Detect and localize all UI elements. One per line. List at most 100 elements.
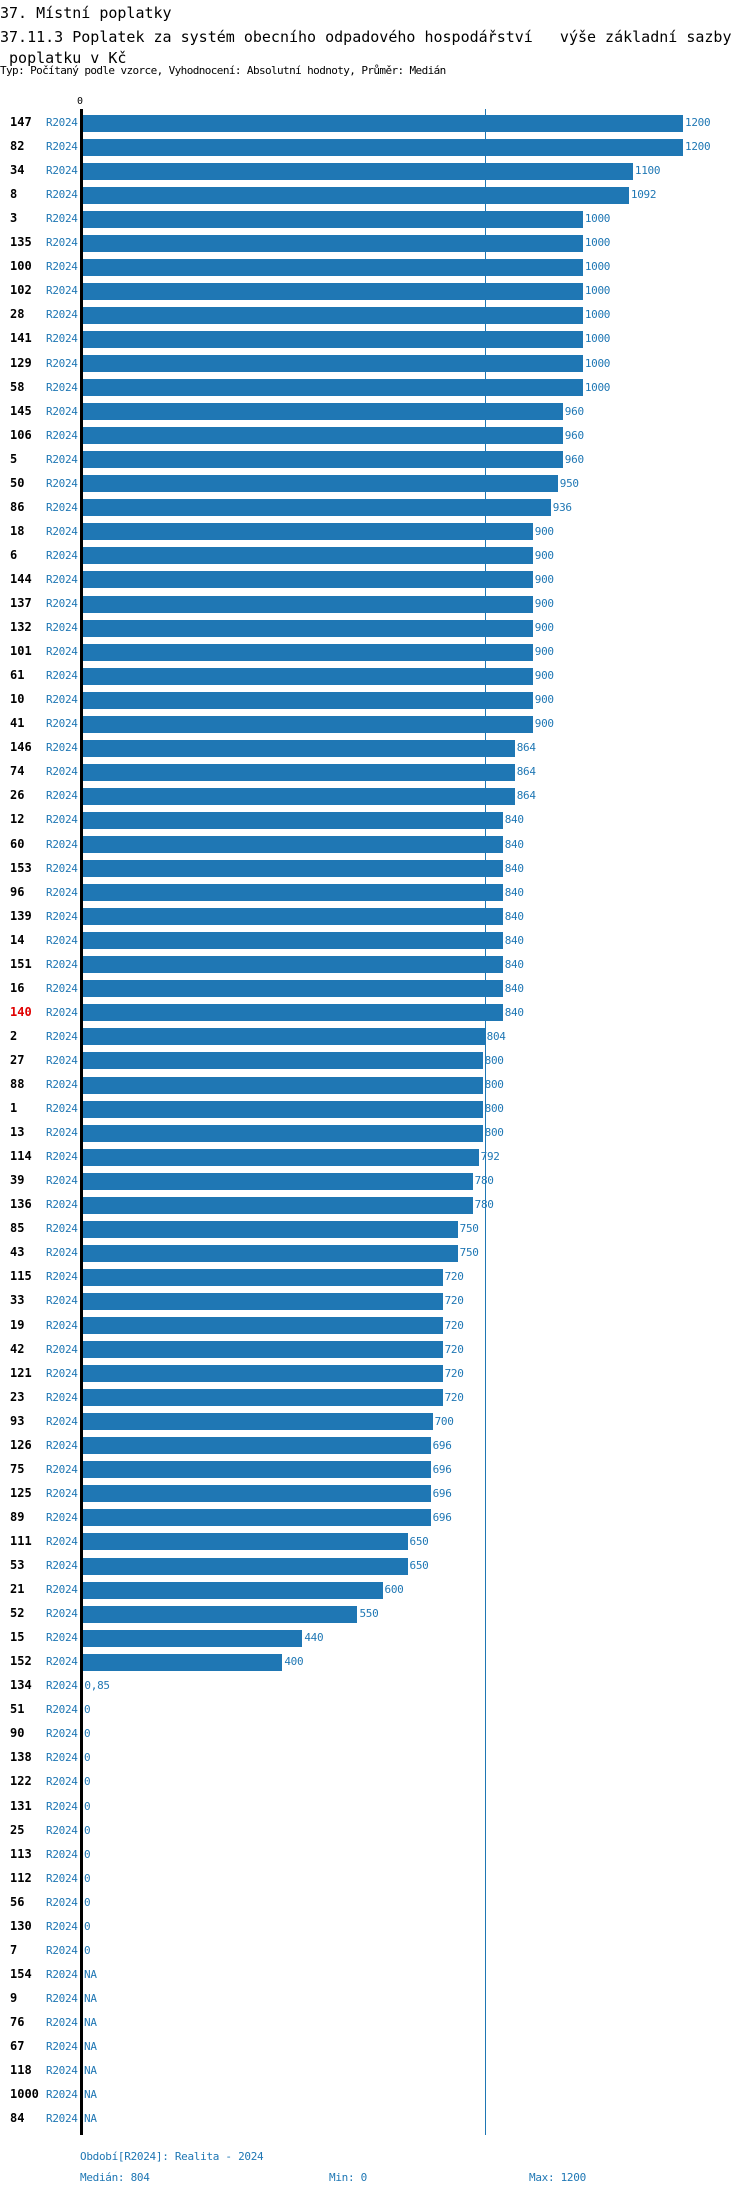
row-id-label: 34	[10, 163, 25, 178]
bar	[82, 1268, 443, 1286]
bar-value-label: 800	[484, 1078, 504, 1091]
row-period-label: R2024	[46, 476, 78, 490]
row-id-label: 96	[10, 884, 25, 899]
bar-value-label: 696	[432, 1462, 452, 1476]
row-id-label: 126	[10, 1437, 32, 1452]
bar-value-label: 840	[504, 861, 524, 875]
row-id-label: 113	[10, 1846, 32, 1861]
row-period-label: R2024	[46, 1462, 78, 1476]
bar-value-label: 1000	[584, 380, 611, 394]
bar	[82, 114, 683, 132]
row-id-label: 15	[10, 1630, 25, 1645]
bar	[82, 1485, 431, 1503]
row-period-label: R2024	[46, 1102, 78, 1116]
row-id-label: 74	[10, 764, 25, 779]
row-period-label: R2024	[46, 380, 78, 394]
row-id-label: 111	[10, 1533, 32, 1548]
median-stat: Medián: 804	[80, 2171, 150, 2184]
row-id-label: 140	[10, 1004, 32, 1019]
row-id-label: 136	[10, 1197, 32, 1212]
bar-value-label: 650	[409, 1534, 429, 1548]
bar-value-label: 696	[432, 1438, 452, 1452]
row-id-label: 23	[10, 1389, 25, 1404]
row-id-label: 52	[10, 1606, 25, 1621]
bar	[82, 1100, 483, 1118]
row-id-label: 145	[10, 403, 32, 418]
bar-value-label: 0	[84, 1703, 91, 1717]
bar-value-label: 780	[474, 1174, 494, 1188]
row-id-label: 10	[10, 692, 25, 707]
row-id-label: 3	[10, 211, 18, 226]
row-period-label: R2024	[46, 717, 78, 731]
row-id-label: 5	[10, 451, 18, 466]
bar-value-label: 840	[504, 981, 524, 995]
bar-value-label: 960	[564, 452, 584, 466]
row-period-label: R2024	[46, 1246, 78, 1260]
row-id-label: 132	[10, 620, 32, 635]
bar-value-label: 720	[444, 1342, 464, 1356]
bar	[82, 932, 503, 950]
bar-value-label: 1200	[685, 116, 711, 129]
bar	[82, 451, 563, 469]
bar	[82, 427, 563, 445]
row-period-label: R2024	[46, 1438, 78, 1452]
row-id-label: 28	[10, 307, 25, 322]
axis-zero-label: 0	[77, 96, 84, 107]
bar-value-label: 720	[444, 1318, 464, 1332]
bar	[82, 1629, 303, 1647]
row-id-label: 144	[10, 571, 32, 586]
row-period-label: R2024	[46, 1270, 78, 1284]
row-id-label: 27	[10, 1052, 25, 1067]
bar	[82, 643, 533, 661]
row-period-label: R2024	[46, 1294, 78, 1308]
chart-title-cont: poplatku v Kč	[0, 49, 127, 67]
bar-value-label: 900	[534, 669, 554, 683]
bar-value-label: 840	[504, 837, 524, 851]
bar	[82, 403, 563, 421]
row-id-label: 122	[10, 1774, 32, 1789]
row-period-label: R2024	[46, 597, 78, 610]
bar-value-label: 840	[504, 957, 524, 971]
bar-value-label: 900	[534, 621, 554, 635]
bar-value-label: NA	[84, 2088, 97, 2102]
bar-value-label: 720	[444, 1366, 464, 1380]
y-axis-line	[80, 109, 83, 2135]
row-id-label: 75	[10, 1461, 25, 1476]
row-id-label: 82	[10, 139, 25, 154]
row-id-label: 147	[10, 115, 32, 129]
bar-value-label: 0	[84, 1823, 91, 1837]
row-period-label: R2024	[46, 1583, 78, 1597]
bar	[82, 1244, 458, 1262]
row-id-label: 12	[10, 812, 25, 827]
bar	[82, 330, 583, 348]
row-period-label: R2024	[46, 356, 78, 370]
row-id-label: 51	[10, 1702, 25, 1717]
bar-value-label: 0	[84, 1847, 91, 1861]
bar-value-label: 600	[384, 1583, 404, 1597]
row-id-label: 6	[10, 547, 18, 562]
bar	[82, 282, 583, 300]
bar	[82, 355, 583, 372]
row-id-label: 134	[10, 1678, 32, 1693]
row-id-label: 154	[10, 1966, 32, 1981]
bar	[82, 860, 503, 878]
row-id-label: 114	[10, 1149, 32, 1164]
row-id-label: 21	[10, 1582, 25, 1597]
row-period-label: R2024	[46, 1847, 78, 1861]
bar-value-label: 800	[484, 1102, 504, 1116]
row-id-label: 151	[10, 956, 32, 971]
bar	[82, 1509, 431, 1527]
bar-value-label: 696	[432, 1510, 452, 1524]
bar-value-label: 1000	[584, 236, 611, 250]
row-period-label: R2024	[46, 861, 78, 875]
row-id-label: 33	[10, 1293, 25, 1308]
row-period-label: R2024	[46, 765, 78, 779]
bar	[82, 138, 683, 156]
row-id-label: 90	[10, 1726, 25, 1741]
row-id-label: 100	[10, 259, 32, 274]
row-period-label: R2024	[46, 1991, 78, 2005]
row-id-label: 53	[10, 1558, 25, 1572]
row-id-label: 14	[10, 932, 25, 947]
row-id-label: 88	[10, 1077, 25, 1091]
